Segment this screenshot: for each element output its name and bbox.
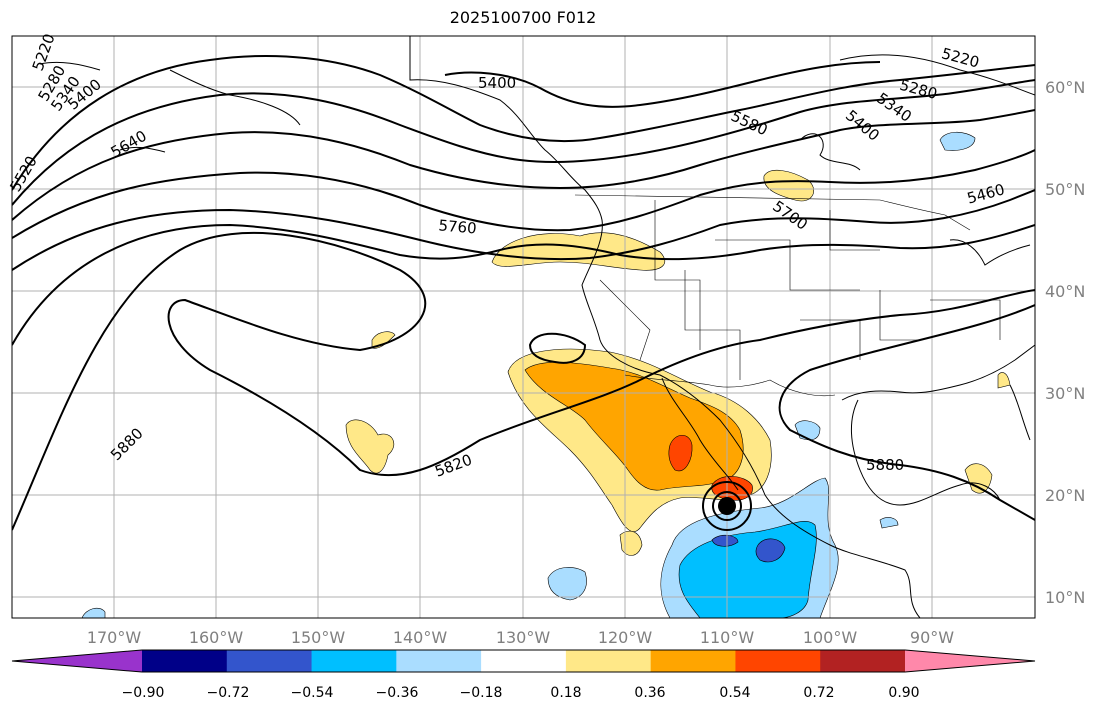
colorbar-tick-labels: −0.90 −0.72 −0.54 −0.36 −0.18 0.18 0.36 … [122,685,920,701]
lon-label-150w: 150°W [291,628,346,647]
colorbar-tick-label: −0.18 [460,685,503,701]
colorbar-extend-high [905,650,1035,672]
lon-label-170w: 170°W [87,628,142,647]
lon-label-90w: 90°W [910,628,954,647]
longitude-labels: 170°W 160°W 150°W 140°W 130°W 120°W 110°… [87,628,954,647]
colorbar-tick-label: −0.36 [376,685,419,701]
colorbar-extend-low [12,650,142,672]
colorbar-segment [650,650,736,672]
colorbar-tick-label: 0.54 [719,685,750,701]
colorbar-tick-label: 0.18 [550,685,581,701]
map-frame [11,35,1036,619]
lon-label-160w: 160°W [189,628,244,647]
lon-label-140w: 140°W [393,628,448,647]
colorbar-outline [11,649,1036,673]
colorbar-segment [311,650,397,672]
colorbar-segment [226,650,313,672]
lat-label-60: 60°N [1045,78,1085,97]
height-contours [12,54,1035,531]
lon-label-120w: 120°W [598,628,653,647]
contour-label: 5760 [438,216,478,237]
colorbar-tick-label: −0.90 [122,685,165,701]
colorbar-segment [820,650,906,672]
lat-label-20: 20°N [1045,486,1085,505]
latitude-labels: 60°N 50°N 40°N 30°N 20°N 10°N [1045,78,1085,607]
colorbar-segment [142,650,228,672]
anomaly-shading [81,131,1011,618]
contour-label: 5880 [866,456,904,474]
lon-label-100w: 100°W [803,628,858,647]
map-title: 2025100700 F012 [449,8,597,27]
colorbar-segment [396,650,482,672]
lat-label-40: 40°N [1045,282,1085,301]
contour-label: 5400 [478,74,516,92]
colorbar-tick-label: 0.72 [803,685,834,701]
lon-label-130w: 130°W [496,628,551,647]
colorbar-tick-label: −0.72 [207,685,250,701]
colorbar-segment [481,650,567,672]
colorbar [11,649,1036,673]
colorbar-tick-label: 0.36 [634,685,665,701]
lat-label-30: 30°N [1045,384,1085,403]
lat-label-50: 50°N [1045,180,1085,199]
colorbar-tick-label: 0.90 [888,685,919,701]
political-borders [574,194,1001,396]
lat-label-10: 10°N [1045,588,1085,607]
colorbar-segment [735,650,821,672]
colorbar-tick-label: −0.54 [291,685,334,701]
lon-label-110w: 110°W [700,628,755,647]
colorbar-segment [565,650,652,672]
